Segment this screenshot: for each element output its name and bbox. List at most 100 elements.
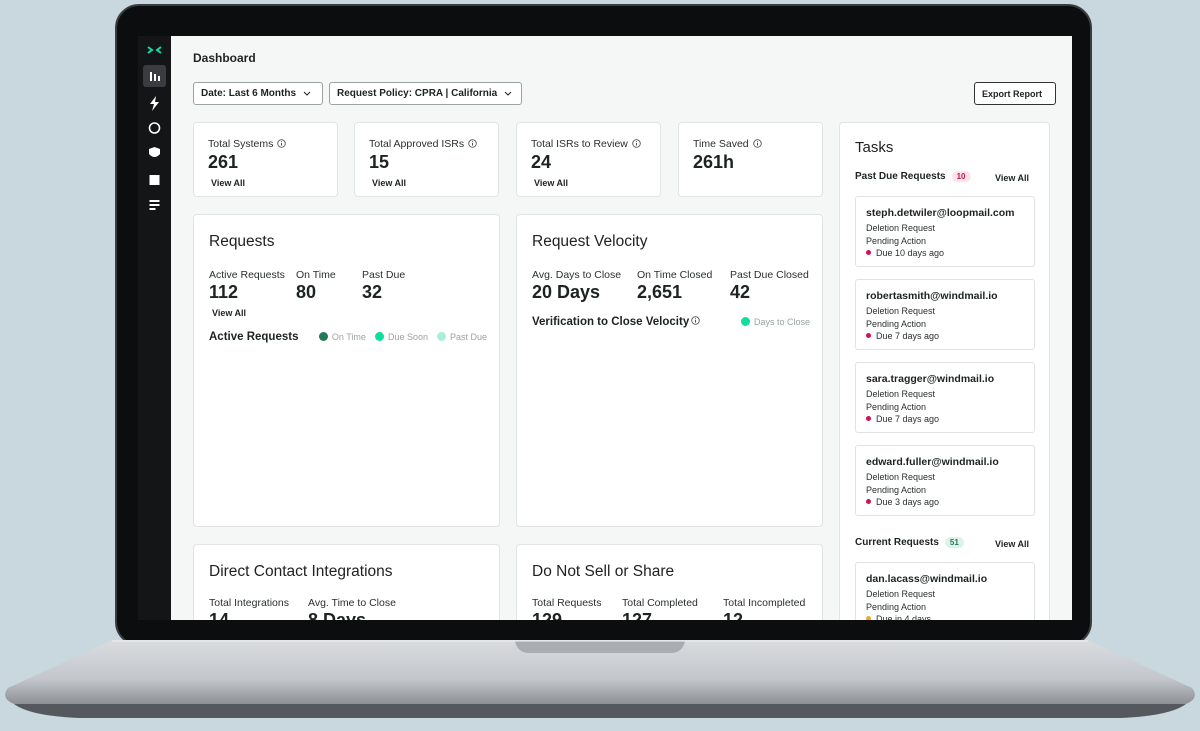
group-link[interactable]: View All bbox=[994, 173, 1029, 183]
velocity-card: Request Velocity Avg. Days to Close 20 Day… bbox=[516, 214, 823, 527]
due-text: Due 10 days ago bbox=[876, 248, 945, 258]
legend-swatch bbox=[436, 332, 446, 341]
stat-link[interactable]: View All bbox=[372, 178, 407, 188]
due-text: Due in 4 days bbox=[876, 614, 932, 620]
due-dot bbox=[866, 616, 871, 620]
export-button[interactable]: Export Report bbox=[974, 82, 1056, 105]
task-card[interactable]: sara.tragger@windmail.io Deletion Request… bbox=[855, 362, 1035, 433]
task-card[interactable]: edward.fuller@windmail.io Deletion Reques… bbox=[855, 445, 1035, 516]
integrations-card: Direct Contact Integrations Total Integra… bbox=[193, 544, 500, 620]
card-title: Requests bbox=[209, 233, 275, 250]
info-icon bbox=[752, 139, 762, 148]
dnss-card: Do Not Sell or Share Total Requests 129 Tot… bbox=[516, 544, 823, 620]
task-status: Pending Action bbox=[866, 602, 927, 612]
date-filter[interactable]: Date: Last 6 Months bbox=[193, 82, 323, 105]
task-card[interactable]: steph.detwiler@loopmail.com Deletion Requ… bbox=[855, 196, 1035, 267]
stat-card: Total ISRs to Review 24 View All bbox=[516, 122, 661, 197]
chart-title: Active Requests bbox=[209, 331, 299, 343]
legend-swatch bbox=[318, 332, 328, 341]
task-email: edward.fuller@windmail.io bbox=[866, 456, 999, 468]
task-email: sara.tragger@windmail.io bbox=[866, 373, 995, 385]
tasks-title: Tasks bbox=[855, 139, 894, 156]
stat-value: 261h bbox=[693, 152, 735, 172]
metric-value: 14 bbox=[209, 610, 230, 620]
stat-value: 261 bbox=[208, 152, 239, 172]
sidebar-icons bbox=[143, 46, 166, 210]
group-name: Past Due Requests bbox=[855, 171, 946, 182]
metric-label: On Time bbox=[296, 269, 336, 281]
task-email: robertasmith@windmail.io bbox=[866, 290, 998, 302]
legend-item: Past Due bbox=[436, 332, 487, 342]
task-status: Pending Action bbox=[866, 485, 927, 495]
filter-label: Date: Last 6 Months bbox=[201, 88, 297, 99]
task-status: Pending Action bbox=[866, 319, 927, 329]
info-icon bbox=[468, 139, 477, 148]
metric-label: Past Due bbox=[362, 269, 406, 281]
metric-value: 127 bbox=[622, 610, 653, 620]
info-icon bbox=[277, 139, 287, 148]
metric-value: 12 bbox=[723, 610, 744, 620]
legend-swatch bbox=[740, 317, 750, 326]
task-status: Pending Action bbox=[866, 236, 927, 246]
legend-label: Due Soon bbox=[387, 332, 428, 342]
metric-label: Total Integrations bbox=[209, 597, 289, 609]
legend-label: Days to Close bbox=[753, 317, 810, 327]
stat-link[interactable]: View All bbox=[211, 178, 246, 188]
card-title: Direct Contact Integrations bbox=[209, 563, 393, 580]
group-link[interactable]: View All bbox=[994, 539, 1029, 549]
legend-item: Days to Close bbox=[740, 317, 810, 327]
stat-card: Time Saved 261h bbox=[678, 122, 823, 197]
task-card[interactable]: robertasmith@windmail.io Deletion Request… bbox=[855, 279, 1035, 350]
metric-value: 80 bbox=[296, 282, 317, 302]
metric-label: On Time Closed bbox=[637, 269, 713, 281]
task-type: Deletion Request bbox=[866, 389, 936, 399]
task-due: Due 7 days ago bbox=[866, 331, 939, 341]
legend-label: On Time bbox=[331, 332, 366, 342]
task-card[interactable]: dan.lacass@windmail.io Deletion Request Pe… bbox=[855, 562, 1035, 620]
metric-label: Avg. Days to Close bbox=[532, 269, 622, 281]
chevron bbox=[303, 91, 311, 96]
tasks-panel: Tasks Past Due Requests 10 View All steph.de… bbox=[839, 122, 1050, 620]
group-count: 51 bbox=[944, 537, 964, 548]
sidebar bbox=[138, 36, 171, 620]
group-count: 10 bbox=[951, 171, 971, 182]
stat-label: Total ISRs to Review bbox=[531, 138, 641, 150]
chart-title: Verification to Close Velocity bbox=[532, 316, 700, 328]
metric-label: Total Requests bbox=[532, 597, 602, 609]
due-text: Due 3 days ago bbox=[876, 497, 940, 507]
legend-item: Due Soon bbox=[374, 332, 428, 342]
policy-filter[interactable]: Request Policy: CPRA | California bbox=[329, 82, 522, 105]
group-title: Current Requests 51 bbox=[855, 537, 964, 548]
legend-swatch bbox=[374, 332, 384, 341]
info-icon bbox=[691, 316, 700, 325]
stat-card: Total Approved ISRs 15 View All bbox=[354, 122, 499, 197]
export-label: Export Report bbox=[982, 88, 1043, 99]
stat-label: Total Systems bbox=[208, 138, 287, 150]
due-dot bbox=[866, 250, 871, 255]
metric-value: 129 bbox=[532, 610, 563, 620]
stat-value: 15 bbox=[369, 152, 390, 172]
metric-value: 20 Days bbox=[532, 282, 601, 302]
metric-label: Total Incompleted bbox=[723, 597, 806, 609]
metric-value: 2,651 bbox=[637, 282, 683, 302]
metric-label: Active Requests bbox=[209, 269, 285, 281]
task-status: Pending Action bbox=[866, 402, 927, 412]
legend: On Time Due Soon Past Due bbox=[318, 332, 487, 342]
info-icon bbox=[632, 139, 641, 148]
metric-link[interactable]: View All bbox=[212, 308, 247, 318]
task-type: Deletion Request bbox=[866, 223, 936, 233]
card-title: Request Velocity bbox=[532, 233, 648, 250]
legend: Days to Close bbox=[740, 317, 810, 327]
metric-label: Avg. Time to Close bbox=[308, 597, 396, 609]
metric-label: Total Completed bbox=[622, 597, 698, 609]
chevron bbox=[504, 91, 512, 96]
task-due: Due 10 days ago bbox=[866, 248, 944, 258]
task-type: Deletion Request bbox=[866, 306, 936, 316]
due-text: Due 7 days ago bbox=[876, 331, 940, 341]
due-dot bbox=[866, 333, 871, 338]
metric-value: 32 bbox=[362, 282, 383, 302]
stat-label: Total Approved ISRs bbox=[369, 138, 477, 150]
stat-link[interactable]: View All bbox=[534, 178, 569, 188]
